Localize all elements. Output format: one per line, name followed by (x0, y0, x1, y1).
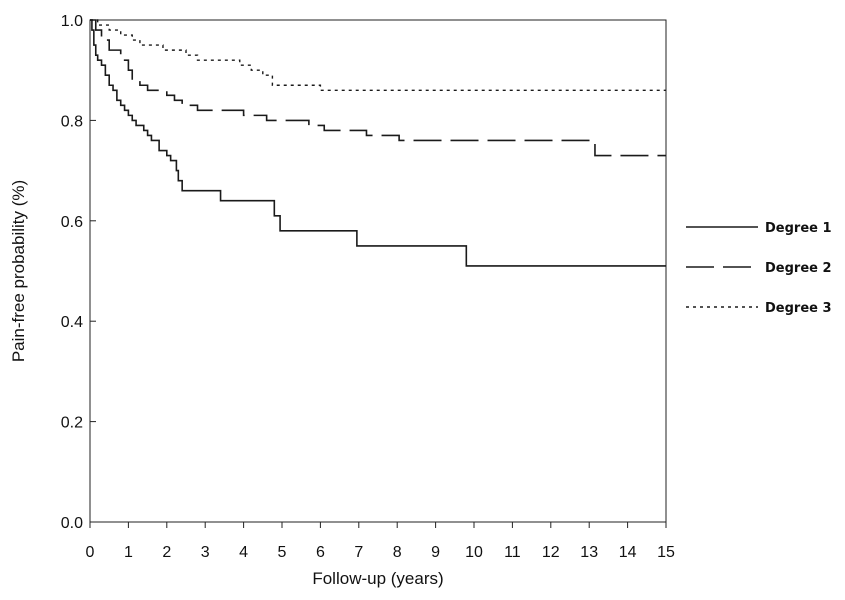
x-tick-label: 12 (542, 544, 560, 561)
x-tick-label: 0 (86, 544, 95, 561)
x-tick-label: 10 (465, 544, 483, 561)
x-tick-label: 3 (201, 544, 210, 561)
y-axis-label: Pain-free probability (%) (9, 180, 28, 362)
x-tick-label: 11 (504, 544, 521, 561)
plot-frame (89, 19, 667, 523)
x-axis-label: Follow-up (years) (312, 569, 443, 588)
y-tick-label: 1.0 (61, 13, 83, 30)
y-tick-label: 0.8 (61, 113, 83, 130)
x-tick-label: 8 (393, 544, 402, 561)
series-line-degree-1 (90, 19, 666, 267)
legend-label: Degree 3 (765, 301, 832, 316)
x-tick-label: 7 (354, 544, 363, 561)
x-tick-label: 5 (278, 544, 287, 561)
x-tick-label: 6 (316, 544, 325, 561)
series-line-degree-2 (90, 19, 666, 157)
legend-label: Degree 2 (765, 261, 832, 276)
x-tick-label: 13 (580, 544, 598, 561)
x-tick-label: 1 (124, 544, 133, 561)
legend: Degree 1 Degree 2 Degree 3 (686, 221, 832, 316)
x-tick-label: 4 (239, 544, 248, 561)
y-tick-label: 0.2 (61, 415, 83, 432)
x-tick-label: 14 (619, 544, 637, 561)
y-tick-label: 0.6 (61, 214, 83, 231)
x-axis-ticks: 0 1 2 3 4 5 6 7 8 9 10 11 12 13 14 15 (86, 522, 675, 561)
x-tick-label: 9 (431, 544, 440, 561)
y-axis-ticks: 0.0 0.2 0.4 0.6 0.8 1.0 (61, 13, 96, 532)
x-tick-label: 15 (657, 544, 675, 561)
series-line-degree-3 (90, 19, 666, 91)
y-tick-label: 0.0 (61, 515, 83, 532)
y-tick-label: 0.4 (61, 314, 83, 331)
series-layer (90, 19, 666, 267)
legend-label: Degree 1 (765, 221, 832, 236)
x-tick-label: 2 (162, 544, 171, 561)
